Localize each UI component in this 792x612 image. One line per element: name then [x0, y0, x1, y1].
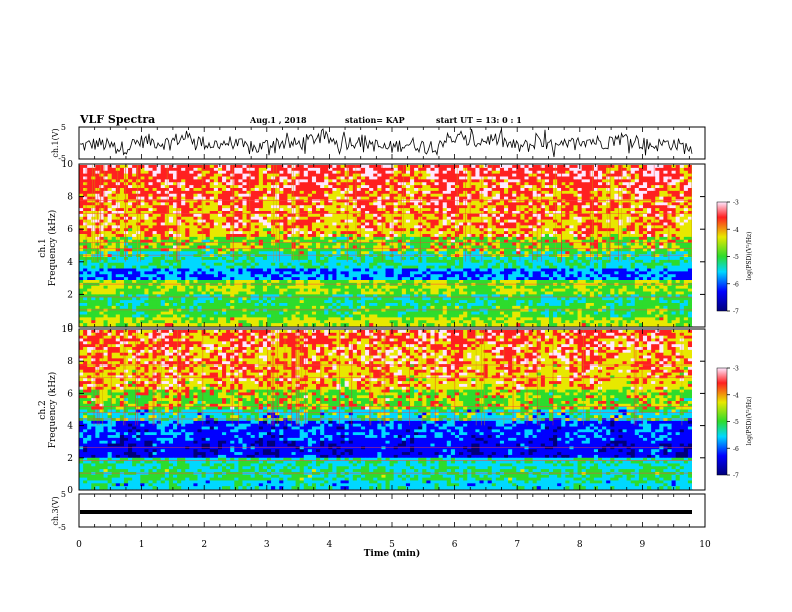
ch1-frequency-ylabel: Frequency (kHz): [47, 210, 58, 287]
ch3-voltage-ylabel: ch.3(V): [51, 496, 60, 525]
time-tick-label: 4: [327, 540, 333, 550]
colorbar-tick-label: -5: [733, 254, 739, 261]
colorbar-tick-label: -3: [733, 200, 739, 207]
ch2-colorbar: -3 -4 -5 -6 -7 log(PSD)(V²/Hz): [716, 366, 753, 480]
ch2-frequency-ticks: 0 2 4 6 8 10: [62, 325, 705, 496]
ch1-colorbar-gradient: [716, 201, 728, 312]
colorbar-tick-label: -6: [733, 281, 739, 288]
frequency-tick-label: 8: [67, 193, 73, 203]
ch3-ytick-min: -5: [58, 523, 66, 532]
time-tick-label: 8: [577, 540, 583, 550]
ch1-colorbar-ticks: -3 -4 -5 -6 -7: [727, 200, 739, 316]
ch1-spectrogram-panel: 0 2 4 6 8 10 ch.1 Frequency (kHz): [38, 160, 706, 333]
ch1-spectrogram-image: [79, 165, 705, 327]
time-tick-label: 3: [264, 540, 270, 550]
figure-title: VLF Spectra: [79, 113, 155, 126]
colorbar-tick-label: -5: [733, 419, 739, 426]
ch3-waveform-panel: 5 -5 ch.3(V): [51, 490, 706, 532]
frequency-tick-label: 6: [67, 389, 73, 399]
frequency-tick-label: 8: [67, 357, 73, 367]
time-axis-label: Time (min): [364, 548, 421, 559]
ch2-spectrogram-panel: 0 2 4 6 8 10 ch.2 Frequency (kHz): [38, 325, 706, 496]
start-time-label: start UT = 13: 0 : 1: [436, 115, 522, 125]
time-tick-label: 10: [699, 540, 711, 550]
frequency-tick-label: 4: [67, 422, 73, 432]
time-tick-label: 9: [640, 540, 646, 550]
ch1-channel-label: ch.1: [38, 238, 48, 257]
colorbar-tick-label: -4: [733, 392, 739, 399]
time-tick-label: 7: [514, 540, 520, 550]
frequency-tick-label: 2: [67, 454, 73, 464]
frequency-tick-label: 10: [62, 160, 74, 170]
frequency-tick-label: 2: [67, 290, 73, 300]
time-tick-label: 0: [76, 540, 82, 550]
time-tick-label: 6: [452, 540, 458, 550]
station-label: station= KAP: [345, 115, 405, 125]
time-tick-label: 2: [201, 540, 207, 550]
ch2-colorbar-label: log(PSD)(V²/Hz): [746, 397, 753, 446]
ch2-colorbar-ticks: -3 -4 -5 -6 -7: [727, 366, 739, 480]
frequency-tick-label: 0: [67, 486, 73, 496]
ch1-ytick-min: -5: [58, 154, 66, 163]
colorbar-tick-label: -6: [733, 446, 739, 453]
ch1-waveform-line: [79, 128, 693, 158]
ch1-voltage-ylabel: ch.1(V): [51, 128, 60, 157]
frequency-tick-label: 10: [62, 325, 74, 335]
ch2-spectrogram-image: [78, 330, 705, 490]
time-tick-label: 5: [389, 540, 395, 550]
colorbar-tick-label: -4: [733, 227, 739, 234]
colorbar-tick-label: -3: [733, 366, 739, 373]
date-label: Aug.1 , 2018: [249, 115, 307, 125]
frequency-tick-label: 6: [67, 225, 73, 235]
ch2-frequency-ylabel: Frequency (kHz): [47, 372, 58, 449]
ch1-colorbar: -3 -4 -5 -6 -7 log(PSD)(V²/Hz): [716, 200, 753, 316]
colorbar-tick-label: -7: [733, 309, 739, 316]
ch3-ytick-max: 5: [61, 490, 66, 499]
time-tick-label: 1: [139, 540, 145, 550]
time-axis-ticks: [78, 127, 706, 527]
colorbar-tick-label: -7: [733, 473, 739, 480]
ch2-channel-label: ch.2: [38, 400, 48, 419]
time-axis-tick-labels: 0 1 2 3 4 5 6 7 8 9 10: [76, 540, 711, 550]
ch2-colorbar-gradient: [716, 367, 728, 476]
ch1-waveform-panel: 5 -5 ch.1(V): [51, 123, 706, 163]
frequency-tick-label: 4: [67, 258, 73, 268]
ch1-ytick-max: 5: [61, 123, 66, 132]
frequency-tick-label: 0: [67, 323, 73, 333]
ch1-frequency-ticks: 0 2 4 6 8 10: [62, 160, 705, 333]
ch1-colorbar-label: log(PSD)(V²/Hz): [746, 232, 753, 281]
